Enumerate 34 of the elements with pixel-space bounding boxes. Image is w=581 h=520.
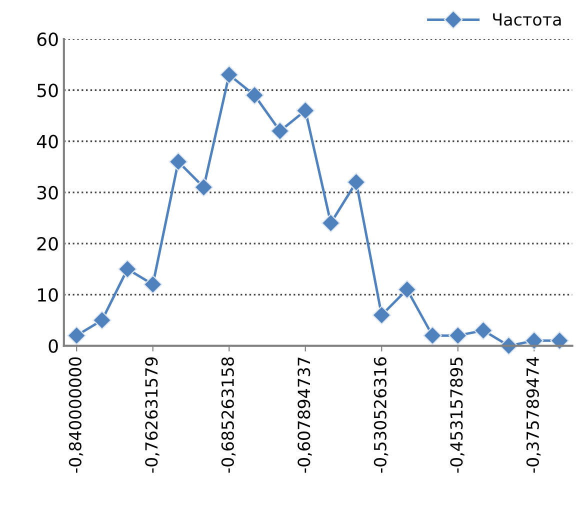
- point: [321, 214, 340, 232]
- legend-label: Частота: [493, 13, 561, 26]
- point: [168, 152, 188, 172]
- x-tick-label: -0,762631579: [145, 357, 160, 473]
- y-tick-label: 60: [37, 32, 58, 46]
- point: [296, 101, 315, 120]
- point: [398, 280, 416, 299]
- y-tick-label: 50: [37, 84, 58, 98]
- point: [67, 326, 86, 345]
- y-tick-label: 0: [48, 339, 58, 353]
- y-tick-label: 40: [36, 134, 58, 148]
- x-tick-label: -0,840000000: [68, 357, 84, 473]
- point: [270, 122, 290, 140]
- point: [550, 331, 569, 350]
- x-tick-label: -0,375789474: [526, 357, 541, 473]
- point: [194, 178, 214, 197]
- y-tick-label: 10: [38, 288, 58, 302]
- point: [143, 275, 162, 294]
- x-tick-label: -0,607894737: [298, 358, 312, 473]
- point: [346, 172, 366, 192]
- x-tick-label: -0,685263158: [221, 357, 236, 473]
- point: [474, 321, 493, 340]
- x-tick-label: -0,453157895: [450, 358, 464, 473]
- point: [372, 306, 392, 325]
- point: [448, 326, 468, 345]
- point: [423, 326, 442, 345]
- point: [220, 65, 239, 84]
- y-tick-label: 20: [37, 236, 58, 251]
- point: [245, 86, 264, 105]
- point: [92, 310, 112, 330]
- y-tick-label: 30: [37, 186, 58, 200]
- point: [524, 331, 544, 350]
- point: [118, 260, 137, 278]
- x-tick-label: -0,530526316: [374, 357, 388, 473]
